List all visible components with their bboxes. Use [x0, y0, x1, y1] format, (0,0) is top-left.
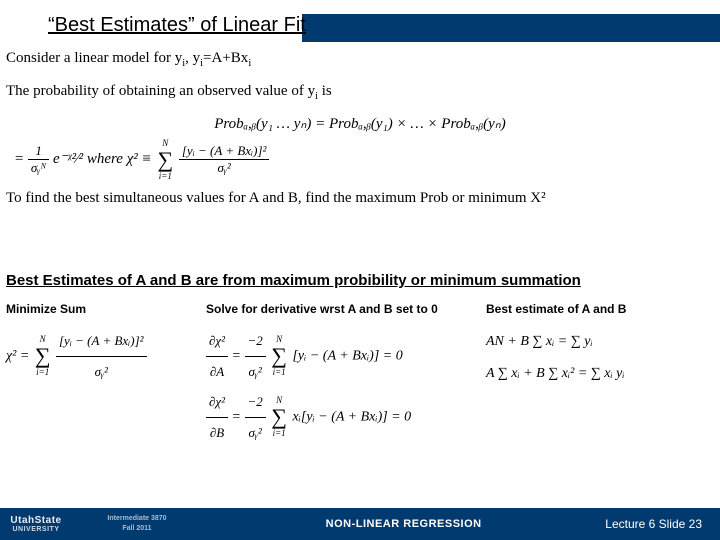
sum-lower: i=1	[159, 172, 172, 181]
column-heading: Minimize Sum	[6, 302, 206, 316]
fraction: −2σᵧ²	[245, 326, 266, 387]
content-region: Consider a linear model for yi, yi=A+Bxi…	[6, 50, 714, 213]
column-heading: Best estimate of A and B	[486, 302, 714, 316]
text: xᵢ[yᵢ − (A + Bxᵢ)] = 0	[292, 409, 411, 424]
key-statement: Best Estimates of A and B are from maxim…	[6, 272, 714, 289]
summation-symbol: ∑Ni=1	[35, 345, 51, 367]
sum-upper: N	[276, 396, 282, 405]
numerator: −2	[245, 387, 266, 418]
fraction: ∂χ²∂B	[206, 387, 228, 448]
text: is	[318, 83, 332, 99]
numerator: ∂χ²	[206, 326, 228, 357]
column-best-estimate: Best estimate of A and B AN + B ∑ xᵢ = ∑…	[486, 302, 714, 448]
prob-line: The probability of obtaining an observed…	[6, 83, 714, 102]
sum-upper: N	[40, 335, 46, 344]
numerator: −2	[245, 326, 266, 357]
summation-symbol: ∑Ni=1	[271, 406, 287, 428]
denominator: ∂B	[206, 418, 228, 448]
footer-bar: UtahState UNIVERSITY Intermediate 3870 F…	[0, 508, 720, 540]
column-equation-a: AN + B ∑ xᵢ = ∑ yᵢ	[486, 326, 714, 358]
text: The probability of obtaining an observed…	[6, 83, 315, 99]
sum-lower: i=1	[273, 368, 286, 377]
sum-lower: i=1	[36, 368, 49, 377]
university-logo: UtahState UNIVERSITY	[0, 508, 72, 540]
text: χ² =	[6, 349, 33, 364]
sum-lower: i=1	[273, 429, 286, 438]
text: =	[232, 349, 245, 364]
equation-chi-squared: = 1 σᵧᴺ e⁻ᵡ²⁄² where χ² ≡ ∑Ni=1 [yᵢ − (A…	[6, 143, 714, 176]
column-heading: Solve for derivative wrst A and B set to…	[206, 302, 486, 316]
text: , y	[185, 50, 200, 66]
summation-symbol: ∑Ni=1	[157, 149, 173, 171]
text: =	[14, 151, 28, 167]
numerator: ∂χ²	[206, 387, 228, 418]
columns-region: Minimize Sum χ² = ∑Ni=1 [yᵢ − (A + Bxᵢ)]…	[6, 302, 714, 448]
numerator: [yᵢ − (A + Bxᵢ)]²	[179, 143, 270, 160]
fraction: [yᵢ − (A + Bxᵢ)]² σᵧ²	[179, 143, 270, 176]
denominator: σᵧ²	[179, 160, 270, 176]
text: =A+Bx	[203, 50, 248, 66]
numerator: 1	[28, 143, 49, 160]
fraction: ∂χ²∂A	[206, 326, 228, 387]
footer-slide-number: Lecture 6 Slide 23	[605, 517, 720, 531]
model-line: Consider a linear model for yi, yi=A+Bxi	[6, 50, 714, 69]
equation-prob-product: Probₐ,ᵦ(y₁ … yₙ) = Probₐ,ᵦ(y₁) × … × Pro…	[6, 114, 714, 133]
find-best-line: To find the best simultaneous values for…	[6, 190, 714, 207]
column-equation-b: A ∑ xᵢ + B ∑ xᵢ² = ∑ xᵢ yᵢ	[486, 358, 714, 390]
text: Consider a linear model for y	[6, 50, 182, 66]
column-equation-b: ∂χ²∂B = −2σᵧ² ∑Ni=1 xᵢ[yᵢ − (A + Bxᵢ)] =…	[206, 387, 486, 448]
denominator: σᵧ²	[56, 357, 147, 387]
fraction: −2σᵧ²	[245, 387, 266, 448]
sub: i	[248, 58, 251, 69]
denominator: σᵧ²	[245, 357, 266, 387]
sum-upper: N	[162, 139, 168, 148]
text: e⁻ᵡ²⁄² where χ² ≡	[53, 151, 155, 167]
summation-symbol: ∑Ni=1	[271, 345, 287, 367]
fraction: 1 σᵧᴺ	[28, 143, 49, 176]
page-title: “Best Estimates” of Linear Fit	[48, 14, 306, 37]
footer-title: NON-LINEAR REGRESSION	[202, 518, 605, 530]
denominator: σᵧ²	[245, 418, 266, 448]
column-equation-a: ∂χ²∂A = −2σᵧ² ∑Ni=1 [yᵢ − (A + Bxᵢ)] = 0	[206, 326, 486, 387]
column-derivative: Solve for derivative wrst A and B set to…	[206, 302, 486, 448]
denominator: ∂A	[206, 357, 228, 387]
fraction: [yᵢ − (A + Bxᵢ)]² σᵧ²	[56, 326, 147, 387]
column-minimize: Minimize Sum χ² = ∑Ni=1 [yᵢ − (A + Bxᵢ)]…	[6, 302, 206, 448]
course-line2: Fall 2011	[72, 524, 202, 534]
text: [yᵢ − (A + Bxᵢ)] = 0	[292, 349, 402, 364]
numerator: [yᵢ − (A + Bxᵢ)]²	[56, 326, 147, 357]
logo-line1: UtahState	[10, 516, 61, 526]
text: =	[232, 409, 245, 424]
column-equation: χ² = ∑Ni=1 [yᵢ − (A + Bxᵢ)]² σᵧ²	[6, 326, 206, 387]
sum-upper: N	[276, 335, 282, 344]
logo-line2: UNIVERSITY	[12, 526, 59, 533]
course-info: Intermediate 3870 Fall 2011	[72, 514, 202, 534]
header-bar	[302, 14, 720, 42]
course-line1: Intermediate 3870	[72, 514, 202, 524]
denominator: σᵧᴺ	[28, 160, 49, 176]
